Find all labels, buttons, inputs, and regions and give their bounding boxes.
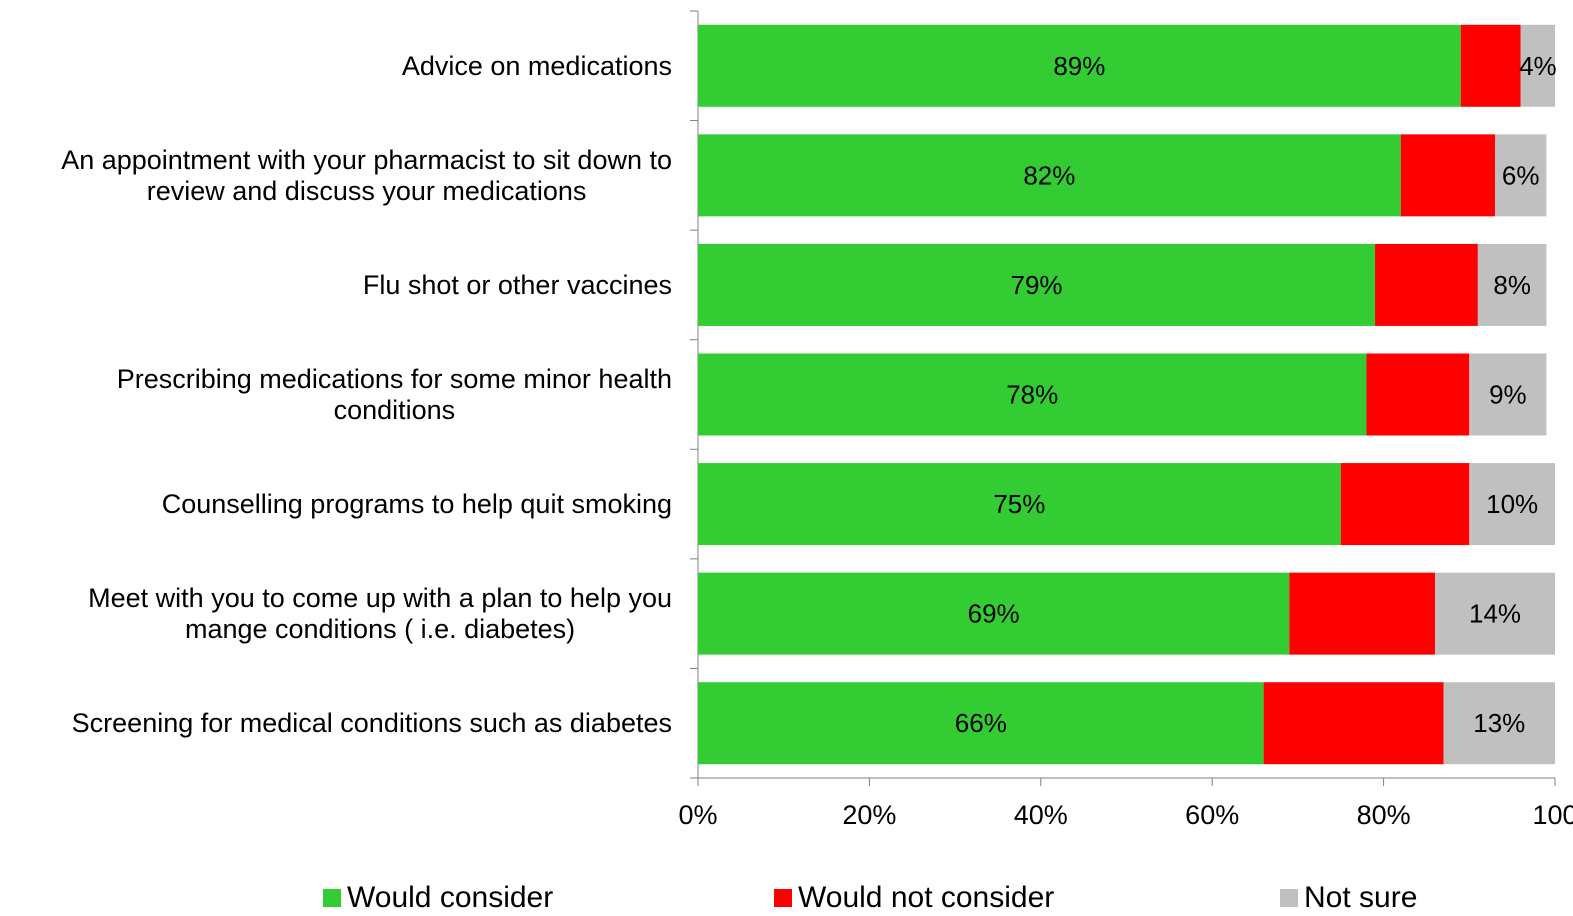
bar-segment (698, 572, 1290, 655)
data-label: 12% (1392, 380, 1444, 410)
data-label: 6% (1502, 160, 1540, 190)
category-label-line: Meet with you to come up with a plan to … (88, 583, 672, 613)
bar-segment (698, 243, 1376, 326)
bar-segment (1375, 243, 1478, 326)
legend-swatch (323, 889, 341, 907)
category-label-line: Advice on medications (402, 51, 672, 81)
data-label: 79% (1010, 270, 1062, 300)
bar-segment (1366, 353, 1470, 436)
data-label: 89% (1053, 51, 1105, 81)
category-label: Advice on medications (402, 51, 672, 81)
data-label: 10% (1486, 489, 1538, 519)
bar-segment (1400, 134, 1496, 217)
x-axis-ticks: 0% 20% 40% 60% 80% 100 (678, 778, 1573, 830)
category-label: An appointment with your pharmacist to s… (61, 145, 672, 206)
category-label: Meet with you to come up with a plan to … (88, 583, 672, 644)
legend-swatch (774, 889, 792, 907)
bar-segment (1469, 463, 1555, 546)
legend-label: Not sure (1304, 881, 1417, 914)
data-label: 14% (1469, 599, 1521, 629)
bar-segment (1263, 682, 1444, 765)
category-label-line: An appointment with your pharmacist to s… (61, 145, 672, 175)
x-tick-label: 20% (842, 800, 896, 830)
x-tick-label: 40% (1014, 800, 1068, 830)
data-label: 7% (1472, 51, 1510, 81)
category-label-line: mange conditions ( i.e. diabetes) (185, 614, 575, 644)
bar-segment (1520, 24, 1555, 107)
data-label: 11% (1423, 160, 1473, 190)
category-label-line: Flu shot or other vaccines (363, 270, 672, 300)
legend-swatch (1280, 889, 1298, 907)
legend-label: Would not consider (798, 881, 1054, 914)
x-tick-label: 80% (1357, 800, 1411, 830)
data-label: 78% (1006, 380, 1058, 410)
bar-segment (1340, 463, 1470, 546)
category-labels: Advice on medications An appointment with… (61, 51, 672, 738)
bar-segment (698, 24, 1461, 107)
legend-label: Would consider (347, 881, 553, 914)
data-label: 13% (1473, 708, 1525, 738)
bar-segment (698, 134, 1401, 217)
category-label-line: Screening for medical conditions such as… (72, 708, 672, 738)
data-label: 69% (968, 599, 1020, 629)
category-label: Counselling programs to help quit smokin… (162, 489, 672, 519)
bar-segment (698, 353, 1367, 436)
legend: Would consider Would not consider Not sure (323, 881, 1417, 914)
bar-segment (698, 682, 1264, 765)
bar-segment (1435, 572, 1555, 655)
data-label: 12% (1400, 270, 1452, 300)
data-label: 9% (1489, 380, 1527, 410)
data-label: 21% (1328, 708, 1380, 738)
data-label: 75% (993, 489, 1045, 519)
bar-segment (1289, 572, 1436, 655)
category-label: Prescribing medications for some minor h… (117, 364, 672, 425)
category-label-line: Counselling programs to help quit smokin… (162, 489, 672, 519)
data-label: 82% (1023, 160, 1075, 190)
data-label: 4% (1519, 51, 1557, 81)
x-tick-label: 60% (1185, 800, 1239, 830)
data-label: 8% (1493, 270, 1531, 300)
category-label: Screening for medical conditions such as… (72, 708, 672, 738)
bar-segment (1460, 24, 1521, 107)
x-tick-label: 0% (678, 800, 717, 830)
bar-segment (1495, 134, 1547, 217)
category-label-line: conditions (334, 395, 456, 425)
x-tick-label: 100 (1532, 800, 1573, 830)
category-label-line: review and discuss your medications (147, 176, 587, 206)
data-label: 66% (955, 708, 1007, 738)
bar-segment (1477, 243, 1547, 326)
category-label: Flu shot or other vaccines (363, 270, 672, 300)
bar-segment (698, 463, 1341, 546)
data-label: 15% (1379, 489, 1431, 519)
data-label: 17% (1336, 599, 1388, 629)
bars: 89% 7% 4% 82% 11% 6% 79% 12% 8% 78% 12% 9% 75% 15% 10%… (698, 24, 1557, 765)
category-label-line: Prescribing medications for some minor h… (117, 364, 672, 394)
bar-segment (1443, 682, 1555, 765)
bar-segment (1469, 353, 1547, 436)
